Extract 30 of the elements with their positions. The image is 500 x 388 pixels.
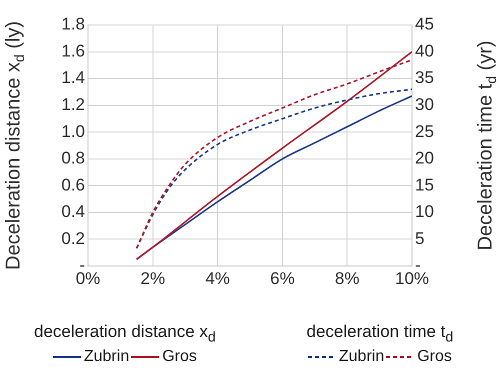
x-tick-label: 2% [140,268,166,288]
y-tick-label: 0.6 [61,175,85,194]
y-tick-label: 1.0 [61,122,85,141]
y-tick-label: 1.6 [61,41,85,60]
y-axis-title: Deceleration distance xd (ly) [2,20,27,270]
legend-label: Gros [417,348,452,366]
y-tick-label: 1.2 [61,95,85,114]
text: deceleration time t$_{d}$ [306,322,454,346]
y-tick-label: 1.4 [61,68,85,88]
y2-tick-label: 35 [415,68,434,88]
y2-tick-label: 15 [415,175,434,194]
legend-label: Gros [162,348,197,366]
y-tick-label: 0.8 [61,148,85,168]
y2-tick-label: 40 [415,41,434,60]
y-tick-label: 0.2 [61,228,85,248]
x-tick-label: 8% [334,268,360,288]
y2-tick-label: 30 [415,95,434,114]
y2-tick-label: 25 [415,122,434,141]
y2-tick-label: 45 [415,14,434,34]
legend-label: Zubrin [338,348,384,366]
x-tick-label: 6% [270,268,295,288]
text: deceleration distance x$_{d}$ [34,322,216,346]
y2-tick-label: 5 [415,228,424,248]
y-tick-label: 1.8 [61,14,85,34]
x-tick-label: 4% [205,268,230,288]
y2-tick-label: 10 [415,202,434,222]
y2-axis-title: Deceleration time td (yr) [474,40,499,251]
y2-tick-label: 20 [415,148,434,168]
legend-label: Zubrin [84,348,130,366]
y-tick-label: 0.4 [61,202,85,222]
